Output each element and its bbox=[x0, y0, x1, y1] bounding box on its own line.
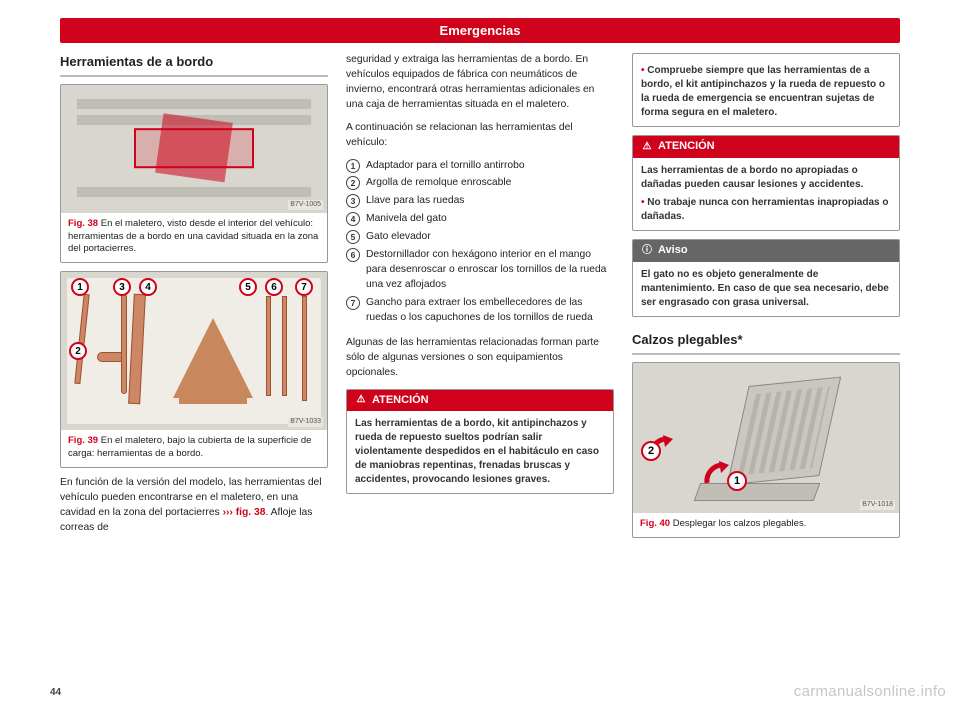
warning-box-2: ⚠ ATENCIÓN Las herramientas de a bordo n… bbox=[632, 135, 900, 231]
figure-39-image: 1 2 3 4 5 6 7 B7V-1033 bbox=[61, 272, 327, 430]
col2-paragraph-3: Algunas de las herramientas relacionadas… bbox=[346, 336, 614, 381]
tool-item-3-text: Llave para las ruedas bbox=[366, 194, 614, 209]
page-number: 44 bbox=[50, 687, 61, 698]
tool-list: 1Adaptador para el tornillo antirrobo 2A… bbox=[346, 159, 614, 326]
figure-40-image: 2 1 B7V-1018 bbox=[633, 363, 899, 513]
figure-39-caption: Fig. 39 En el maletero, bajo la cubierta… bbox=[61, 430, 327, 467]
fig40-callout-1: 1 bbox=[727, 471, 747, 491]
tool-item-2-text: Argolla de remolque enroscable bbox=[366, 176, 614, 191]
warning-box-1-cont-body: Compruebe siempre que las herramientas d… bbox=[633, 54, 899, 126]
figure-40-code: B7V-1018 bbox=[860, 500, 895, 510]
warning-box-2-bullet: No trabaje nunca con herramientas inapro… bbox=[641, 196, 891, 224]
warning-box-1-continued: Compruebe siempre que las herramientas d… bbox=[632, 53, 900, 127]
tool-item-7: 7Gancho para extraer los embellecedores … bbox=[346, 296, 614, 326]
tool-item-1: 1Adaptador para el tornillo antirrobo bbox=[346, 159, 614, 174]
tool-item-6: 6Destornillador con hexágono interior en… bbox=[346, 248, 614, 293]
column-1: Herramientas de a bordo B7V-1005 Fig. 38… bbox=[60, 53, 328, 546]
col2-paragraph-2: A continuación se relacionan las herrami… bbox=[346, 121, 614, 151]
chapter-header: Emergencias bbox=[60, 18, 900, 43]
tool-item-3: 3Llave para las ruedas bbox=[346, 194, 614, 209]
column-3: Compruebe siempre que las herramientas d… bbox=[632, 53, 900, 546]
figure-38-code: B7V-1005 bbox=[288, 200, 323, 210]
figure-38-label: Fig. 38 bbox=[68, 218, 98, 229]
figure-40-caption: Fig. 40 Desplegar los calzos plegables. bbox=[633, 513, 899, 537]
watermark: carmanualsonline.info bbox=[794, 683, 946, 700]
warning-box-1: ⚠ ATENCIÓN Las herramientas de a bordo, … bbox=[346, 389, 614, 495]
warning-box-1-body: Las herramientas de a bordo, kit antipin… bbox=[347, 411, 613, 493]
warning-box-1-title: ATENCIÓN bbox=[372, 393, 429, 409]
figure-40-label: Fig. 40 bbox=[640, 518, 670, 529]
tool-item-7-text: Gancho para extraer los embellecedores d… bbox=[366, 296, 614, 326]
notice-box-body: El gato no es objeto generalmente de man… bbox=[633, 262, 899, 316]
figure-39: 1 2 3 4 5 6 7 B7V-1033 Fig. 39 En el mal… bbox=[60, 271, 328, 468]
notice-box: ⓘ Aviso El gato no es objeto generalment… bbox=[632, 239, 900, 317]
figure-38-caption: Fig. 38 En el maletero, visto desde el i… bbox=[61, 213, 327, 262]
section-title-chocks: Calzos plegables* bbox=[632, 331, 900, 357]
figure-38-image: B7V-1005 bbox=[61, 85, 327, 213]
tool-item-2: 2Argolla de remolque enroscable bbox=[346, 176, 614, 191]
tool-item-1-text: Adaptador para el tornillo antirrobo bbox=[366, 159, 614, 174]
col2-paragraph-1: seguridad y extraiga las herramientas de… bbox=[346, 53, 614, 113]
warning-box-1-cont-item: Compruebe siempre que las herramientas d… bbox=[641, 64, 891, 120]
col1-paragraph-1: En función de la versión del modelo, las… bbox=[60, 476, 328, 536]
figure-39-code: B7V-1033 bbox=[288, 417, 323, 427]
warning-box-2-title: ATENCIÓN bbox=[658, 139, 715, 155]
figure-39-caption-text: En el maletero, bajo la cubierta de la s… bbox=[68, 435, 311, 459]
warning-icon: ⚠ bbox=[641, 140, 653, 155]
figure-38-caption-text: En el maletero, visto desde el interior … bbox=[68, 218, 318, 255]
figure-40: 2 1 B7V-1018 Fig. 40 Desplegar los calzo… bbox=[632, 362, 900, 538]
warning-box-1-header: ⚠ ATENCIÓN bbox=[347, 390, 613, 412]
fig38-crossref: ››› fig. 38 bbox=[223, 507, 266, 518]
info-icon: ⓘ bbox=[641, 244, 653, 259]
tool-item-6-text: Destornillador con hexágono interior en … bbox=[366, 248, 614, 293]
column-2: seguridad y extraiga las herramientas de… bbox=[346, 53, 614, 546]
warning-box-2-body: Las herramientas de a bordo no apropiada… bbox=[633, 158, 899, 230]
tool-item-4-text: Manivela del gato bbox=[366, 212, 614, 227]
figure-39-label: Fig. 39 bbox=[68, 435, 98, 446]
notice-box-header: ⓘ Aviso bbox=[633, 240, 899, 262]
tool-item-4: 4Manivela del gato bbox=[346, 212, 614, 227]
tool-item-5: 5Gato elevador bbox=[346, 230, 614, 245]
warning-box-2-text: Las herramientas de a bordo no apropiada… bbox=[641, 165, 863, 190]
content-columns: Herramientas de a bordo B7V-1005 Fig. 38… bbox=[60, 53, 900, 546]
fig40-callout-2: 2 bbox=[641, 441, 661, 461]
figure-38: B7V-1005 Fig. 38 En el maletero, visto d… bbox=[60, 84, 328, 263]
section-title-tools: Herramientas de a bordo bbox=[60, 53, 328, 79]
warning-box-2-header: ⚠ ATENCIÓN bbox=[633, 136, 899, 158]
figure-40-caption-text: Desplegar los calzos plegables. bbox=[673, 518, 807, 529]
notice-box-title: Aviso bbox=[658, 243, 688, 259]
tool-item-5-text: Gato elevador bbox=[366, 230, 614, 245]
warning-icon: ⚠ bbox=[355, 393, 367, 408]
manual-page: Emergencias Herramientas de a bordo B7V-… bbox=[0, 0, 960, 708]
